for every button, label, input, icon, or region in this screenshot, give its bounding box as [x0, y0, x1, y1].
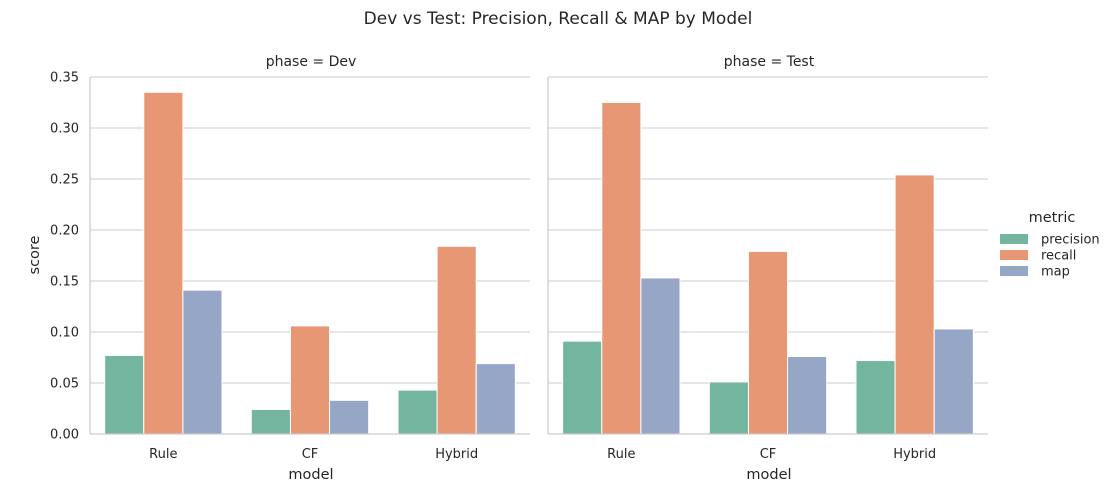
bar-test-cf-recall: [747, 250, 789, 435]
bar-test-hybrid-recall: [894, 174, 935, 435]
grid-layer: [90, 76, 988, 435]
y-axis-label: score: [27, 235, 43, 274]
chart-title: Dev vs Test: Precision, Recall & MAP by …: [364, 9, 753, 29]
x-tick-label-test-rule: Rule: [607, 447, 635, 462]
ticks-layer: Rule CF Hybrid Rule CF Hybrid 0.00 0.05 0.10 0.15…: [50, 71, 936, 463]
x-tick-label-test-cf: CF: [760, 447, 777, 462]
bar-dev-rule-map: [182, 289, 223, 435]
y-tick-label-2: 0.10: [50, 326, 79, 341]
panel-title-dev: phase = Dev: [266, 54, 357, 70]
legend-label-precision: precision: [1041, 233, 1100, 248]
y-tick-label-4: 0.20: [50, 224, 79, 239]
x-tick-label-dev-rule: Rule: [149, 447, 177, 462]
x-tick-label-dev-hybrid: Hybrid: [435, 447, 478, 462]
legend-swatch-recall: [1000, 250, 1028, 260]
bar-dev-hybrid-recall: [436, 245, 477, 435]
bar-test-hybrid-map: [933, 328, 974, 435]
bar-dev-hybrid-map: [475, 363, 516, 435]
bar-test-cf-precision: [708, 381, 749, 435]
x-tick-label-test-hybrid: Hybrid: [893, 447, 936, 462]
legend-label-recall: recall: [1041, 249, 1076, 264]
axes-layer: [89, 77, 988, 435]
bar-dev-cf-map: [329, 399, 370, 435]
y-tick-label-1: 0.05: [50, 377, 79, 392]
bar-test-hybrid-precision: [855, 360, 896, 435]
y-tick-label-6: 0.30: [50, 122, 79, 137]
legend-label-map: map: [1041, 265, 1070, 280]
bar-dev-rule-recall: [143, 91, 184, 435]
y-tick-label-3: 0.15: [50, 275, 79, 290]
bar-test-rule-recall: [601, 102, 642, 435]
y-tick-label-0: 0.00: [50, 428, 79, 443]
bar-test-rule-precision: [562, 340, 603, 435]
bar-test-rule-map: [640, 277, 681, 435]
panel-title-test: phase = Test: [724, 54, 815, 70]
x-axis-label-dev: model: [288, 467, 333, 483]
x-axis-label-test: model: [746, 467, 791, 483]
legend-swatch-map: [1000, 266, 1028, 276]
x-tick-label-dev-cf: CF: [302, 447, 319, 462]
bar-dev-cf-precision: [250, 409, 291, 435]
bar-dev-cf-recall: [289, 325, 331, 435]
bars-layer: [104, 91, 974, 435]
bar-test-cf-map: [787, 355, 828, 435]
bar-dev-rule-precision: [104, 354, 145, 435]
bar-dev-hybrid-precision: [397, 389, 438, 435]
y-tick-label-5: 0.25: [50, 173, 79, 188]
legend-title: metric: [1029, 210, 1076, 226]
legend-swatch-precision: [1000, 234, 1028, 244]
y-tick-label-7: 0.35: [50, 71, 79, 86]
